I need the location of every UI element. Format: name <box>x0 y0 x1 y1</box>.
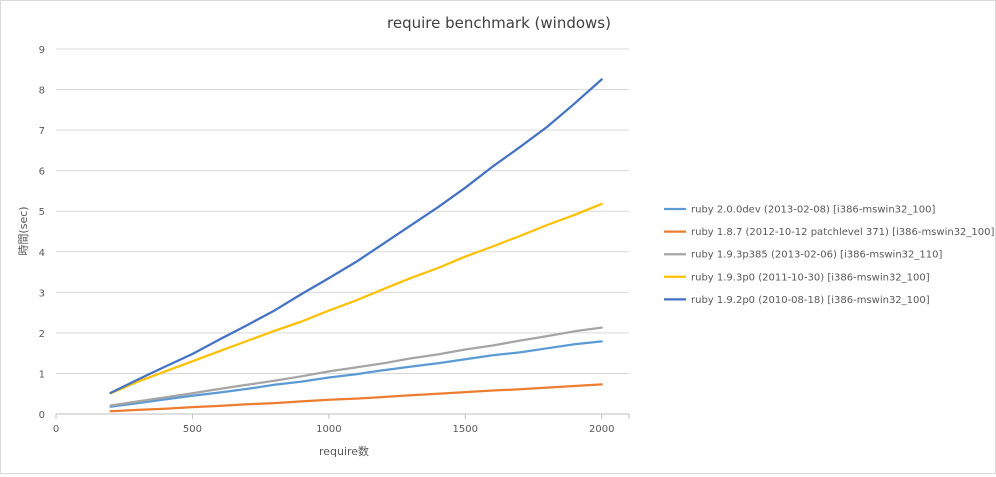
y-tick-label: 2 <box>39 329 45 340</box>
series-line-2 <box>109 383 603 413</box>
y-tick-label: 7 <box>39 126 45 137</box>
y-axis-label: 時間(sec) <box>17 206 30 255</box>
x-axis-ticks: 0 500 1000 1500 2000 <box>53 414 630 435</box>
y-axis-ticks: 0 1 2 3 4 5 6 7 8 9 <box>39 45 45 421</box>
series-lines <box>109 78 603 413</box>
series-line-4 <box>109 202 603 395</box>
y-tick-label: 5 <box>39 207 45 218</box>
legend-entry-4: ruby 1.9.3p0 (2011-10-30) [i386-mswin32_… <box>691 272 930 283</box>
x-axis-label: require数 <box>319 445 369 458</box>
legend-entry-1: ruby 2.0.0dev (2013-02-08) [i386-mswin32… <box>691 205 935 216</box>
series-line-5 <box>109 78 603 395</box>
chart-title: require benchmark (windows) <box>387 14 611 32</box>
legend-entry-2: ruby 1.8.7 (2012-10-12 patchlevel 371) [… <box>691 227 995 238</box>
series-line-1 <box>109 340 603 408</box>
y-tick-label: 1 <box>39 369 45 380</box>
x-tick-label: 500 <box>183 424 202 435</box>
y-tick-label: 6 <box>39 167 45 178</box>
series-line-3 <box>109 326 603 407</box>
x-tick-label: 1500 <box>453 424 478 435</box>
x-tick-label: 0 <box>53 424 59 435</box>
x-tick-label: 1000 <box>316 424 341 435</box>
gridlines <box>56 48 629 415</box>
y-tick-label: 8 <box>39 86 45 97</box>
legend: ruby 2.0.0dev (2013-02-08) [i386-mswin32… <box>664 205 995 306</box>
y-tick-label: 3 <box>39 288 45 299</box>
legend-entry-3: ruby 1.9.3p385 (2013-02-06) [i386-mswin3… <box>691 250 942 261</box>
legend-entry-5: ruby 1.9.2p0 (2010-08-18) [i386-mswin32_… <box>691 295 930 306</box>
x-tick-label: 2000 <box>589 424 614 435</box>
y-tick-label: 0 <box>39 410 45 421</box>
y-tick-label: 9 <box>39 45 45 56</box>
y-tick-label: 4 <box>39 248 45 259</box>
